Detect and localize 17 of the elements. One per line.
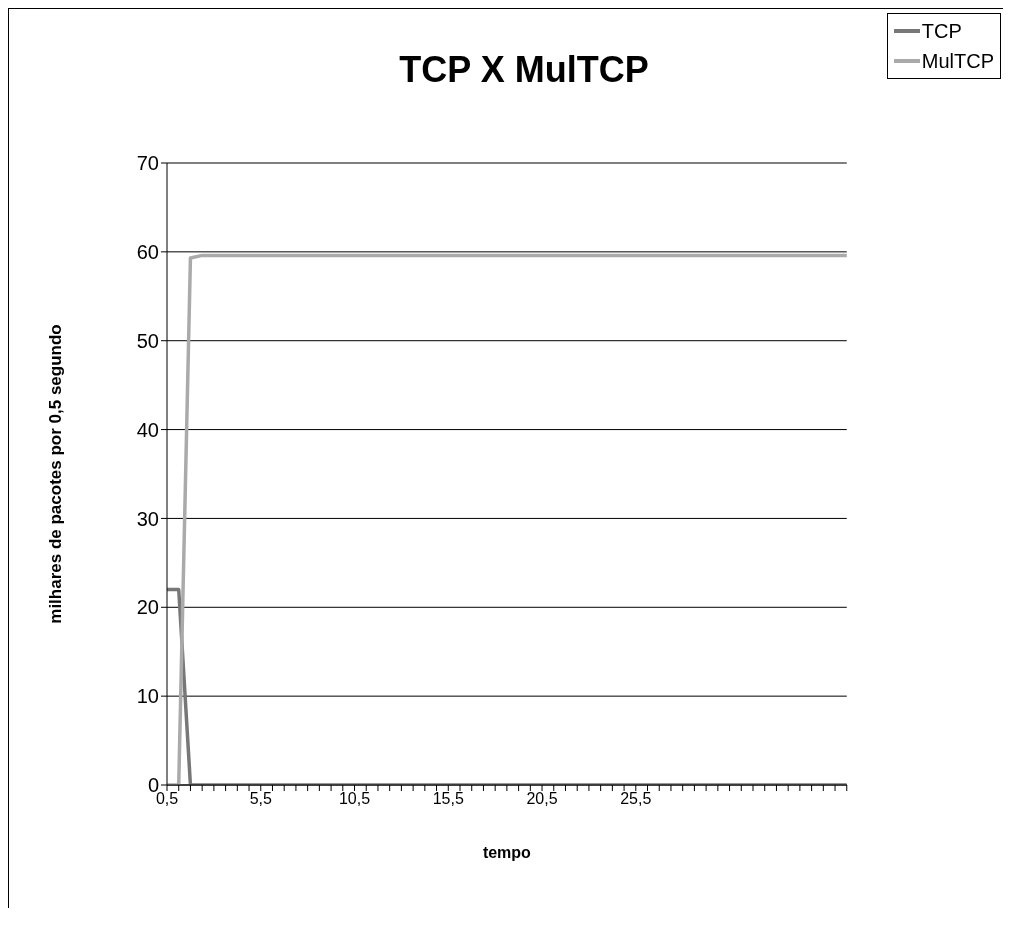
y-tick-label: 40 [136,418,159,441]
x-tick-label: 5,5 [249,790,272,808]
y-tick-label: 60 [136,240,159,263]
x-axis-title: tempo [482,844,532,861]
chart-title: TCP X MulTCP [398,49,650,91]
x-tick-label: 15,5 [432,790,464,808]
y-tick-label: 10 [136,685,159,708]
y-axis-title: milhares de pacotes por 0,5 segundo [46,324,66,624]
x-tick-label: 25,5 [620,790,652,808]
y-tick-label: 30 [136,507,159,530]
y-tick-label: 70 [136,152,159,175]
legend-label: MulTCP [921,49,994,74]
x-tick-label: 20,5 [526,790,558,808]
x-tick-label: 10,5 [338,790,371,808]
legend-label: TCP [921,19,962,44]
y-tick-label: 50 [136,329,159,352]
y-tick-label: 20 [136,596,159,619]
